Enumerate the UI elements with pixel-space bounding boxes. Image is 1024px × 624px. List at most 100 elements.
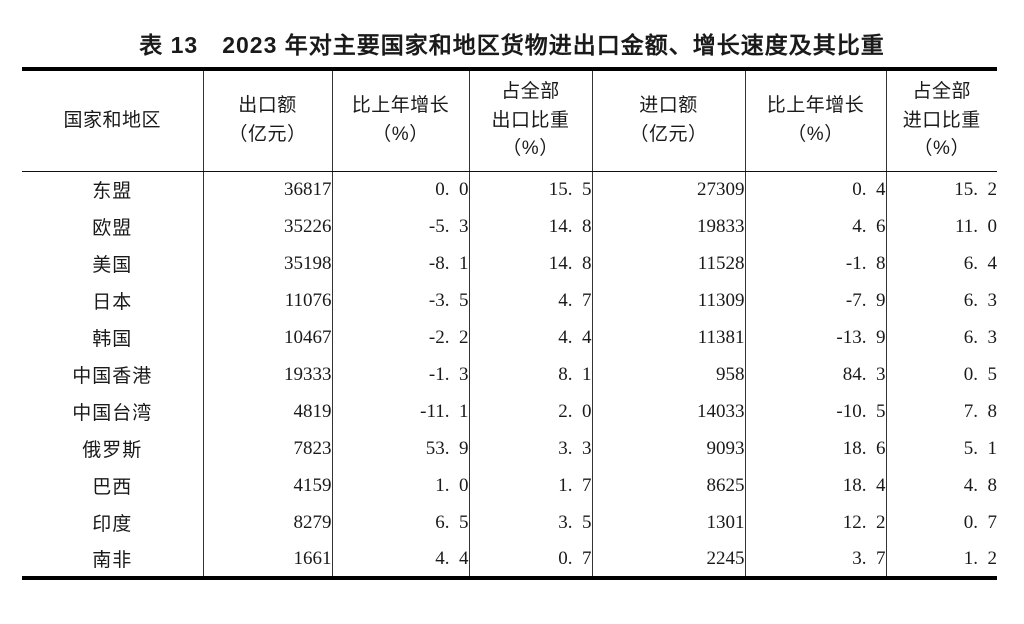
region-cell: 韩国: [22, 319, 204, 356]
import_share-cell: 5. 1: [963, 437, 997, 459]
col-header-line: （%）: [502, 138, 559, 159]
col-header-line: （%）: [787, 123, 844, 145]
import_growth-cell: 12. 2: [745, 504, 887, 541]
import_value-cell: 958: [592, 356, 746, 393]
table-row: 中国香港 19333 -1. 3 8. 1 958 84. 3 0. 5: [22, 356, 997, 393]
table-row: 南非 1661 4. 4 0. 7 2245 3. 7 1. 2: [22, 541, 997, 578]
export_value-cell: 8279: [203, 504, 333, 541]
table-row: 俄罗斯 7823 53. 9 3. 3 9093 18. 6 5. 1: [22, 430, 997, 467]
export_share-cell: 14. 8: [469, 208, 593, 245]
table-row: 印度 8279 6. 5 3. 5 1301 12. 2 0. 7: [22, 504, 997, 541]
export_growth-cell: -2. 2: [332, 319, 470, 356]
import_growth-cell: -10. 5: [745, 393, 887, 430]
export_value-cell: 19333: [203, 356, 333, 393]
export_value-cell: 10467: [203, 319, 333, 356]
import_share-cell: 4. 8: [963, 474, 997, 496]
import_share-cell: 6. 3: [963, 326, 997, 348]
import_share-cell: 0. 7: [963, 511, 997, 533]
table-header: 国家和地区 出口额 （亿元） 比上年增长 （%） 占全部 出口比重 （%） 进口额 （亿元） 比上年…: [22, 69, 997, 172]
import_value-cell: 2245: [592, 541, 746, 578]
export_value-cell: 35198: [203, 245, 333, 282]
table-body: 东盟 36817 0. 0 15. 5 27309 0. 4 15. 2 欧盟 35226 -5.…: [22, 171, 997, 578]
col-header-line: 比上年增长: [351, 95, 450, 117]
table-row: 欧盟 35226 -5. 3 14. 8 19833 4. 6 11. 0: [22, 208, 997, 245]
col-header-line: 国家和地区: [63, 109, 161, 131]
export_share-cell: 4. 4: [469, 319, 593, 356]
col-header-line: 占全部: [912, 81, 971, 102]
import_growth-cell: 3. 7: [745, 541, 887, 578]
import_share-cell: 1. 2: [963, 547, 997, 569]
import_share-cell: 7. 8: [963, 400, 997, 422]
col-header-export_growth: 比上年增长 （%）: [332, 69, 470, 172]
col-header-line: （%）: [372, 123, 429, 145]
export_growth-cell: 0. 0: [332, 171, 470, 208]
col-header-line: 进口比重: [902, 109, 981, 131]
export_growth-cell: 53. 9: [332, 430, 470, 467]
export_share-cell: 1. 7: [469, 467, 593, 504]
table-row: 东盟 36817 0. 0 15. 5 27309 0. 4 15. 2: [22, 171, 997, 208]
import_value-cell: 14033: [592, 393, 746, 430]
import_growth-cell: 84. 3: [745, 356, 887, 393]
import_value-cell: 8625: [592, 467, 746, 504]
col-header-region: 国家和地区: [22, 69, 204, 172]
import_share-cell: 6. 4: [963, 252, 997, 274]
export_value-cell: 4819: [203, 393, 333, 430]
import_growth-cell: 18. 4: [745, 467, 887, 504]
col-header-import_value: 进口额 （亿元）: [592, 69, 746, 172]
table-row: 日本 11076 -3. 5 4. 7 11309 -7. 9 6. 3: [22, 282, 997, 319]
export_growth-cell: -5. 3: [332, 208, 470, 245]
col-header-import_growth: 比上年增长 （%）: [745, 69, 887, 172]
import_growth-cell: -7. 9: [745, 282, 887, 319]
export_growth-cell: -1. 3: [332, 356, 470, 393]
region-cell: 中国香港: [22, 356, 204, 393]
export_share-cell: 3. 3: [469, 430, 593, 467]
region-cell: 俄罗斯: [22, 430, 204, 467]
import_share-cell: 15. 2: [954, 178, 997, 200]
import_growth-cell: 4. 6: [745, 208, 887, 245]
col-header-line: （亿元）: [629, 123, 708, 145]
header-row: 国家和地区 出口额 （亿元） 比上年增长 （%） 占全部 出口比重 （%） 进口额 （亿元） 比上年…: [22, 69, 997, 172]
export_growth-cell: -11. 1: [332, 393, 470, 430]
import_growth-cell: -13. 9: [745, 319, 887, 356]
import_growth-cell: 18. 6: [745, 430, 887, 467]
col-header-export_share: 占全部出口比重 （%）: [469, 69, 593, 172]
region-cell: 巴西: [22, 467, 204, 504]
table-row: 巴西 4159 1. 0 1. 7 8625 18. 4 4. 8: [22, 467, 997, 504]
col-header-import_share: 占全部 进口比重 （%）: [886, 69, 997, 172]
region-cell: 东盟: [22, 171, 204, 208]
import_value-cell: 11381: [592, 319, 746, 356]
export_growth-cell: 4. 4: [332, 541, 470, 578]
export_value-cell: 11076: [203, 282, 333, 319]
export_share-cell: 0. 7: [469, 541, 593, 578]
export_value-cell: 36817: [203, 171, 333, 208]
import_value-cell: 19833: [592, 208, 746, 245]
region-cell: 日本: [22, 282, 204, 319]
export_share-cell: 2. 0: [469, 393, 593, 430]
export_growth-cell: 1. 0: [332, 467, 470, 504]
col-header-line: 比上年增长: [766, 95, 865, 117]
export_growth-cell: 6. 5: [332, 504, 470, 541]
export_value-cell: 1661: [203, 541, 333, 578]
export_share-cell: 4. 7: [469, 282, 593, 319]
export_share-cell: 15. 5: [469, 171, 593, 208]
region-cell: 美国: [22, 245, 204, 282]
import_growth-cell: 0. 4: [745, 171, 887, 208]
import_share-cell: 6. 3: [963, 289, 997, 311]
region-cell: 南非: [22, 541, 204, 578]
col-header-line: 占全部: [501, 81, 560, 102]
col-header-line: 进口额: [639, 95, 698, 117]
region-cell: 中国台湾: [22, 393, 204, 430]
col-header-line: 出口比重: [491, 109, 570, 131]
import_value-cell: 27309: [592, 171, 746, 208]
export_value-cell: 7823: [203, 430, 333, 467]
col-header-line: 出口额: [238, 95, 297, 117]
trade-table: 国家和地区 出口额 （亿元） 比上年增长 （%） 占全部 出口比重 （%） 进口额 （亿元） 比上年…: [22, 67, 997, 580]
export_value-cell: 35226: [203, 208, 333, 245]
import_value-cell: 9093: [592, 430, 746, 467]
region-cell: 印度: [22, 504, 204, 541]
table-row: 美国 35198 -8. 1 14. 8 11528 -1. 8 6. 4: [22, 245, 997, 282]
export_growth-cell: -3. 5: [332, 282, 470, 319]
export_share-cell: 3. 5: [469, 504, 593, 541]
import_share-cell: 0. 5: [963, 363, 997, 385]
